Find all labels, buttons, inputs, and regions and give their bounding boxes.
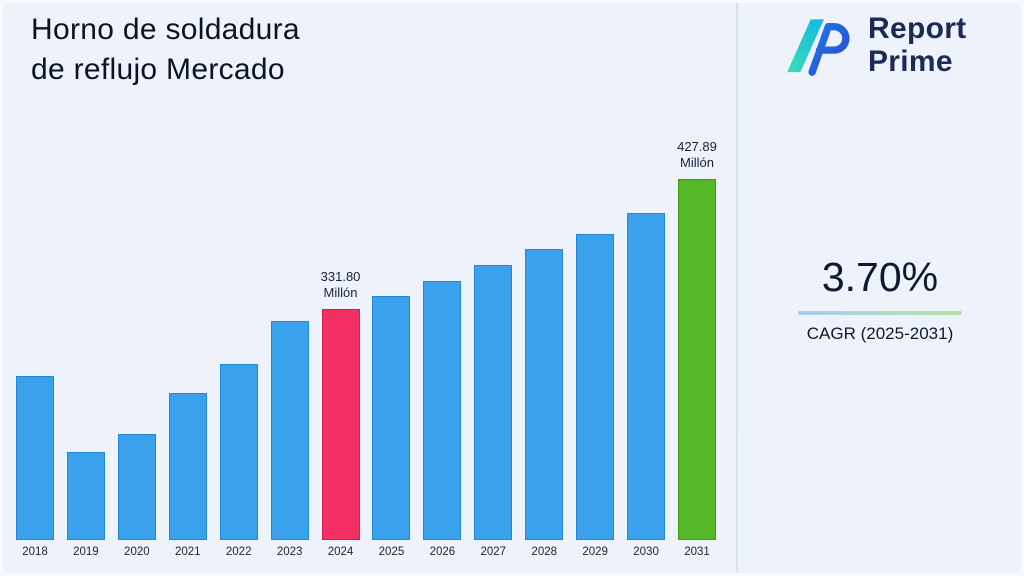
bar-2026 <box>423 281 462 540</box>
bar-2031 <box>677 179 716 540</box>
bar-chart: 331.80 Millón 427.89 Millón 2018 2019 2020 202… <box>16 136 717 572</box>
x-axis-label-2019: 2019 <box>73 546 99 558</box>
bar-2025 <box>372 296 411 540</box>
x-axis-label-2026: 2026 <box>429 546 456 558</box>
x-axis-label-2024: 2024 <box>327 546 354 558</box>
bar-column-2031: 427.89 Millón <box>677 136 717 540</box>
brand: Report Prime <box>778 12 966 78</box>
report-prime-logo-icon <box>787 19 850 76</box>
bar-value-label-2031: 427.89 Millón <box>677 139 717 171</box>
bar-2022 <box>219 363 258 540</box>
bar-2028 <box>525 249 564 540</box>
x-axis-label-2029: 2029 <box>582 546 608 558</box>
bar-column-2019 <box>66 136 105 540</box>
brand-name: Report Prime <box>868 12 966 78</box>
bar-2024 <box>321 308 360 540</box>
bar-2029 <box>576 234 615 540</box>
bar-column-2029 <box>576 136 615 540</box>
bar-column-2028 <box>525 136 564 540</box>
cagr-underline <box>798 311 962 315</box>
x-axis-label-2021: 2021 <box>174 546 201 558</box>
x-axis-label-2018: 2018 <box>22 546 48 558</box>
x-axis-label-2027: 2027 <box>480 546 507 558</box>
x-axis-label-2025: 2025 <box>378 546 405 558</box>
bar-column-2027 <box>474 136 513 540</box>
x-axis-label-2031: 2031 <box>684 546 710 558</box>
bar-column-2020 <box>117 136 156 540</box>
bar-2020 <box>117 433 156 540</box>
bar-column-2023 <box>270 136 309 540</box>
bar-column-2030 <box>627 136 666 540</box>
page-title-line-2: de reflujo Mercado <box>31 53 285 86</box>
bar-value-label-2024: 331.80 Millón <box>320 268 361 300</box>
bar-column-2018 <box>16 136 54 540</box>
bar-column-2024: 331.80 Millón <box>320 136 361 540</box>
x-axis: 2018 2019 2020 2021 2022 2023 2024 2025 2026 2027… <box>16 546 716 558</box>
x-axis-label-2028: 2028 <box>531 546 558 558</box>
bar-column-2026 <box>423 136 462 540</box>
page-title-line-1: Horno de soldadura <box>31 13 300 46</box>
bar-column-2022 <box>219 136 258 540</box>
x-axis-label-2022: 2022 <box>225 546 252 558</box>
x-axis-label-2023: 2023 <box>276 546 303 558</box>
vertical-divider <box>736 0 738 576</box>
bar-2030 <box>627 212 666 540</box>
brand-name-line-2: Prime <box>868 45 953 78</box>
bar-2021 <box>168 393 207 540</box>
bar-2027 <box>474 265 513 540</box>
bar-plot: 331.80 Millón 427.89 Millón <box>16 136 717 540</box>
page-title: Horno de soldadura de reflujo Mercado <box>31 10 300 90</box>
x-axis-label-2020: 2020 <box>124 546 150 558</box>
cagr-block: 3.70% CAGR (2025-2031) <box>737 254 1023 344</box>
bar-2018 <box>16 375 54 540</box>
bar-column-2025 <box>372 136 411 540</box>
cagr-value: 3.70% <box>821 254 939 300</box>
bar-2019 <box>66 452 105 540</box>
brand-name-line-1: Report <box>868 12 967 45</box>
bar-2023 <box>270 320 309 540</box>
x-axis-label-2030: 2030 <box>633 546 659 558</box>
cagr-label: CAGR (2025-2031) <box>806 324 954 343</box>
bar-column-2021 <box>168 136 207 540</box>
